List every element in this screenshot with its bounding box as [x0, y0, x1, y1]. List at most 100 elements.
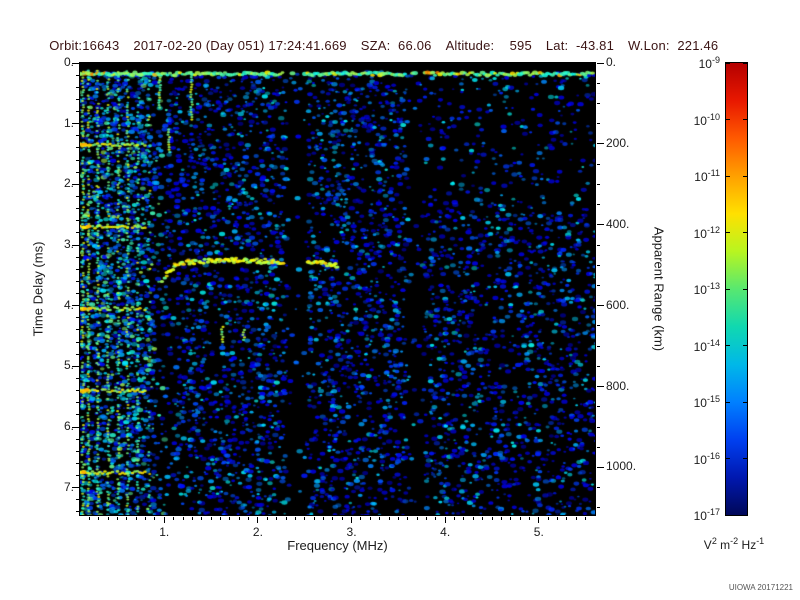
y-axis-minor-tick [76, 293, 79, 295]
x-axis-minor-tick [566, 517, 568, 520]
x-axis-minor-tick [472, 517, 474, 520]
colorbar-tick-label: 10-12 [693, 224, 720, 241]
y-axis-tick-label: 3. [63, 237, 74, 251]
y2-axis-minor-tick [597, 123, 600, 125]
longitude-label: W.Lon: 221.46 [628, 38, 719, 53]
x-axis-minor-tick [276, 517, 278, 520]
colorbar-tick [726, 345, 730, 346]
y2-axis-minor-tick [597, 507, 600, 509]
y2-axis-major-tick [597, 305, 604, 307]
x-axis-minor-tick [304, 517, 306, 520]
x-axis-major-tick [351, 517, 353, 523]
x-axis-tick-label: 3. [346, 525, 357, 539]
x-axis-minor-tick [201, 517, 203, 520]
x-axis-minor-tick [173, 517, 175, 520]
orbit-label: Orbit:16643 [49, 38, 120, 53]
y2-axis-minor-tick [597, 102, 600, 104]
x-axis-minor-tick [510, 517, 512, 520]
colorbar-tick-label: 10-17 [693, 507, 720, 523]
y-axis-minor-tick [76, 280, 79, 282]
colorbar-tick [726, 119, 730, 120]
x-axis-minor-tick [397, 517, 399, 520]
x-axis-minor-tick [285, 517, 287, 520]
x-axis-minor-tick [360, 517, 362, 520]
y-axis-minor-tick [76, 353, 79, 355]
y-axis-minor-tick [76, 159, 79, 161]
x-axis-tick-label: 4. [440, 525, 451, 539]
y2-axis-minor-tick [597, 82, 600, 84]
colorbar-tick-label: 10-11 [694, 168, 720, 184]
x-axis-minor-tick [369, 517, 371, 520]
x-axis-tick-label: 2. [252, 525, 263, 539]
y2-axis-major-tick [597, 62, 604, 64]
y-axis-title: Time Delay (ms) [30, 241, 46, 337]
y-axis-minor-tick [76, 450, 79, 452]
y-axis-minor-tick [76, 256, 79, 258]
y-axis-minor-tick [76, 171, 79, 173]
y-axis-major-tick [72, 305, 79, 307]
y-axis-minor-tick [76, 74, 79, 76]
y-axis-minor-tick [76, 220, 79, 222]
x-axis-minor-tick [575, 517, 577, 520]
x-axis-minor-tick [454, 517, 456, 520]
y2-axis-minor-tick [597, 183, 600, 185]
y-axis-tick-label: 1. [63, 115, 74, 130]
x-axis-minor-tick [313, 517, 315, 520]
x-axis-minor-tick [248, 517, 250, 520]
colorbar-tick [726, 458, 730, 459]
x-axis-minor-tick [322, 517, 324, 520]
y2-axis-minor-tick [597, 487, 600, 489]
y2-axis-minor-tick [597, 406, 600, 408]
y-axis-minor-tick [76, 462, 79, 464]
y2-axis-tick-label: 400. [606, 216, 630, 231]
x-axis-minor-tick [500, 517, 502, 520]
y2-axis-tick-label: 1000. [606, 459, 637, 474]
y2-axis-minor-tick [597, 345, 600, 347]
x-axis-minor-tick [145, 517, 147, 520]
colorbar-tick [743, 401, 747, 403]
y2-axis-tick-label: 600. [606, 297, 630, 312]
x-axis-minor-tick [182, 517, 184, 520]
colorbar-tick [743, 345, 747, 346]
y-axis-major-tick [72, 62, 79, 64]
x-axis-tick-label: 5. [533, 525, 544, 539]
x-axis-minor-tick [482, 517, 484, 520]
y-axis-major-tick [72, 487, 79, 489]
x-axis-minor-tick [210, 517, 212, 520]
x-axis-minor-tick [88, 517, 90, 520]
y2-axis-major-tick [597, 224, 604, 226]
y-axis-major-tick [72, 426, 79, 428]
y-axis-minor-tick [76, 232, 79, 234]
colorbar-tick [726, 514, 730, 516]
y-axis-minor-tick [76, 317, 79, 319]
x-axis-minor-tick [528, 517, 530, 520]
y-axis-minor-tick [76, 135, 79, 137]
x-axis-major-tick [538, 517, 540, 523]
y-axis-minor-tick [76, 268, 79, 270]
y2-axis-tick-label: 800. [606, 378, 630, 393]
y2-axis-minor-tick [597, 325, 600, 327]
y-axis-tick-label: 4. [63, 297, 74, 312]
y-axis-minor-tick [76, 402, 79, 404]
y2-axis-minor-tick [597, 204, 600, 206]
colorbar-tick-label: 10-13 [693, 281, 720, 297]
x-axis-major-tick [163, 517, 165, 523]
x-axis-minor-tick [547, 517, 549, 520]
x-axis-minor-tick [219, 517, 221, 520]
colorbar-tick-label: 10-14 [693, 337, 720, 354]
y-axis-tick-label: 7. [63, 479, 74, 494]
y-axis-minor-tick [76, 414, 79, 416]
colorbar-tick-label: 10-15 [693, 394, 720, 410]
y-axis-minor-tick [76, 329, 79, 331]
y-axis-minor-tick [76, 195, 79, 197]
colorbar-tick [743, 175, 747, 177]
y-axis-minor-tick [76, 341, 79, 343]
colorbar-tick [743, 514, 747, 516]
colorbar-tick [726, 175, 730, 177]
colorbar-tick-label: 10-10 [693, 111, 720, 128]
colorbar-tick [726, 232, 730, 233]
y2-axis-major-tick [597, 143, 604, 145]
colorbar-tick [743, 119, 747, 120]
y-axis-minor-tick [76, 475, 79, 477]
y2-axis-tick-label: 0. [606, 55, 617, 69]
